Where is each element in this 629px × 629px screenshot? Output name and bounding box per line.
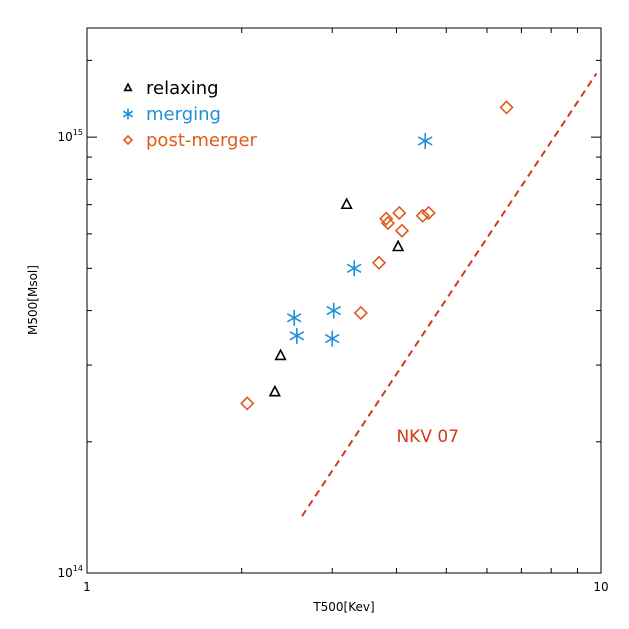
y-axis-title: M500[Msol] — [26, 265, 40, 335]
reference-line — [301, 72, 598, 517]
asterisk-marker — [286, 309, 302, 326]
data-markers — [240, 100, 514, 411]
legend: relaxing merging post-merger — [122, 78, 258, 151]
diamond-marker — [353, 305, 368, 321]
triangle-marker — [392, 239, 405, 252]
asterisk-stroke — [289, 331, 305, 341]
x-tick-label: 10 — [593, 580, 608, 594]
asterisk-marker — [417, 132, 433, 149]
asterisk-stroke — [417, 136, 433, 146]
triangle-marker — [274, 348, 287, 361]
legend-label: merging — [146, 104, 221, 125]
asterisk-stroke — [326, 305, 342, 316]
x-tick-label: 1 — [83, 580, 91, 594]
tick-labels: 1 10 1014 1015 — [58, 128, 609, 594]
triangle-marker — [123, 82, 133, 92]
asterisk-stroke — [122, 110, 134, 118]
legend-label: post-merger — [146, 130, 258, 151]
asterisk-stroke — [346, 263, 362, 274]
asterisk-marker — [122, 108, 134, 120]
asterisk-marker — [324, 330, 340, 347]
diamond-marker — [394, 223, 410, 238]
diamond-marker — [415, 208, 430, 223]
triangle-marker — [340, 197, 353, 210]
diamond-marker — [380, 215, 396, 231]
triangle-marker — [268, 384, 281, 397]
asterisk-stroke — [286, 313, 302, 323]
diamond-marker — [392, 205, 407, 221]
diamond-marker — [371, 255, 387, 270]
asterisk-stroke — [324, 333, 340, 344]
diamond-marker — [499, 100, 514, 115]
y-tick-label: 1014 — [58, 564, 83, 580]
diamond-marker — [379, 211, 394, 226]
diamond-marker — [240, 396, 255, 411]
asterisk-marker — [289, 327, 305, 344]
asterisk-marker — [346, 260, 362, 277]
reference-line-label: NKV 07 — [396, 427, 459, 447]
reference-line-group — [301, 72, 598, 517]
asterisk-marker — [326, 302, 342, 319]
plot-frame — [86, 27, 602, 574]
legend-label: relaxing — [146, 78, 219, 99]
diamond-marker — [122, 134, 134, 146]
x-axis-title: T500[Kev] — [312, 600, 374, 614]
axis-ticks — [86, 28, 602, 574]
diamond-marker — [421, 205, 436, 221]
y-tick-label: 1015 — [58, 128, 83, 144]
